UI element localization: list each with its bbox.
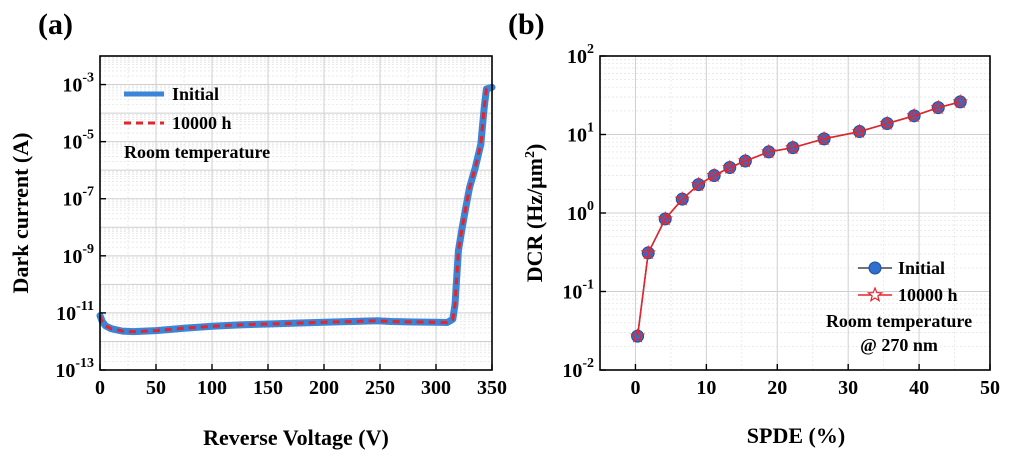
series-10000h-point <box>674 191 690 206</box>
y-tick-base: 10 <box>567 46 587 68</box>
y-tick-exponent: -3 <box>82 71 94 86</box>
x-tick-label: 100 <box>197 377 227 399</box>
y-tick-exponent: -5 <box>82 128 94 143</box>
y-tick-exponent: 1 <box>587 121 594 136</box>
y-tick-label: 10-3 <box>62 71 94 97</box>
y-tick-label: 10-13 <box>55 356 94 382</box>
panel-a-xlabel: Reverse Voltage (V) <box>203 425 389 450</box>
legend-b-aged-label: 10000 h <box>898 285 958 305</box>
legend-b-initial-label: Initial <box>898 258 945 278</box>
series-10000h-point <box>657 210 673 226</box>
x-tick-label: 150 <box>253 377 283 399</box>
panel-a-label: (a) <box>38 8 73 41</box>
panel-b-ylabel-end: ) <box>522 144 547 151</box>
x-tick-label: 0 <box>95 377 105 399</box>
x-tick-label: 0 <box>630 377 640 399</box>
y-tick-label: 10-1 <box>562 278 594 304</box>
series-10000h-point <box>761 143 777 159</box>
y-tick-base: 10 <box>562 360 582 382</box>
series-10000h-point <box>722 159 738 174</box>
x-tick-label: 40 <box>909 377 929 399</box>
y-tick-base: 10 <box>55 360 75 382</box>
y-tick-exponent: 0 <box>587 199 594 214</box>
panel-a-ticks: 0 50 100 150 200 250 300 35010-1310-1110-910-71… <box>55 71 507 399</box>
y-tick-label: 100 <box>567 199 594 225</box>
series-10000h-line <box>636 101 961 337</box>
y-tick-base: 10 <box>567 203 587 225</box>
x-tick-label: 50 <box>980 377 1000 399</box>
series-10000h-point <box>785 139 801 155</box>
x-tick-label: 300 <box>421 377 451 399</box>
y-tick-exponent: -1 <box>582 278 594 293</box>
series-10000h-point <box>930 99 946 115</box>
y-tick-label: 10-5 <box>62 128 94 154</box>
series-10000h-point <box>706 167 722 183</box>
panel-b-ylabel: DCR (Hz/μm2) <box>522 144 547 283</box>
series-10000h-point <box>737 152 753 168</box>
y-tick-label: 10-9 <box>62 242 94 268</box>
panel-a-series <box>96 83 496 336</box>
panel-b-annotation-line-2: @ 270 nm <box>860 335 938 355</box>
panel-b-label: (b) <box>508 8 545 41</box>
x-tick-label: 20 <box>767 377 787 399</box>
y-tick-exponent: -9 <box>82 242 94 257</box>
x-tick-label: 50 <box>146 377 166 399</box>
series-10000h-point <box>640 244 656 260</box>
panel-b-annotation-line-1: Room temperature <box>826 311 972 331</box>
y-tick-exponent: -13 <box>75 356 94 371</box>
series-10000h-point <box>816 130 832 146</box>
panel-a-legend: Initial 10000 h <box>124 84 232 133</box>
x-tick-label: 10 <box>696 377 716 399</box>
y-tick-label: 102 <box>567 42 594 68</box>
legend-a-aged-label: 10000 h <box>172 113 232 133</box>
panel-b-ylabel-main: DCR (Hz/μm <box>522 158 547 282</box>
series-10000h-point <box>906 107 922 123</box>
panel-a-ylabel: Dark current (A) <box>8 133 33 294</box>
panel-a-frame <box>99 55 493 371</box>
series-10000h-point <box>879 115 895 131</box>
panel-b-xlabel: SPDE (%) <box>747 423 845 448</box>
series-10000h-line <box>98 85 493 334</box>
y-tick-exponent: 2 <box>587 42 594 57</box>
legend-b-initial-marker <box>868 261 882 275</box>
y-tick-base: 10 <box>62 246 82 268</box>
y-tick-exponent: -2 <box>582 356 594 371</box>
x-tick-label: 200 <box>309 377 339 399</box>
y-tick-label: 10-11 <box>56 299 94 325</box>
x-tick-label: 250 <box>365 377 395 399</box>
panel-a: (a) 0 50 100 150 200 250 300 35010-1310-1110-91… <box>8 8 507 450</box>
panel-b-series <box>629 93 968 343</box>
panel-a-grid <box>99 55 493 371</box>
series-10000h-point <box>851 123 868 139</box>
y-tick-label: 10-7 <box>62 185 94 211</box>
y-tick-base: 10 <box>562 282 582 304</box>
y-tick-base: 10 <box>62 132 82 154</box>
y-tick-base: 10 <box>56 303 76 325</box>
y-tick-exponent: -7 <box>82 185 94 200</box>
y-tick-label: 101 <box>567 121 594 147</box>
x-tick-label: 350 <box>477 377 507 399</box>
legend-b-aged-marker <box>866 286 884 303</box>
legend-a-initial-label: Initial <box>172 84 219 104</box>
y-tick-label: 10-2 <box>562 356 594 382</box>
panel-b-ylabel-sup: 2 <box>523 151 538 158</box>
y-tick-exponent: -11 <box>76 299 94 314</box>
panel-b-legend: Initial 10000 h <box>858 258 958 305</box>
y-tick-base: 10 <box>62 75 82 97</box>
y-tick-base: 10 <box>567 125 587 147</box>
series-10000h-point <box>629 328 646 343</box>
panel-b-grid <box>599 55 991 371</box>
series-10000h-point <box>690 176 707 192</box>
series-10000h-point <box>952 93 968 109</box>
x-tick-label: 30 <box>838 377 858 399</box>
panel-a-annotation: Room temperature <box>124 142 270 162</box>
y-tick-base: 10 <box>62 189 82 211</box>
